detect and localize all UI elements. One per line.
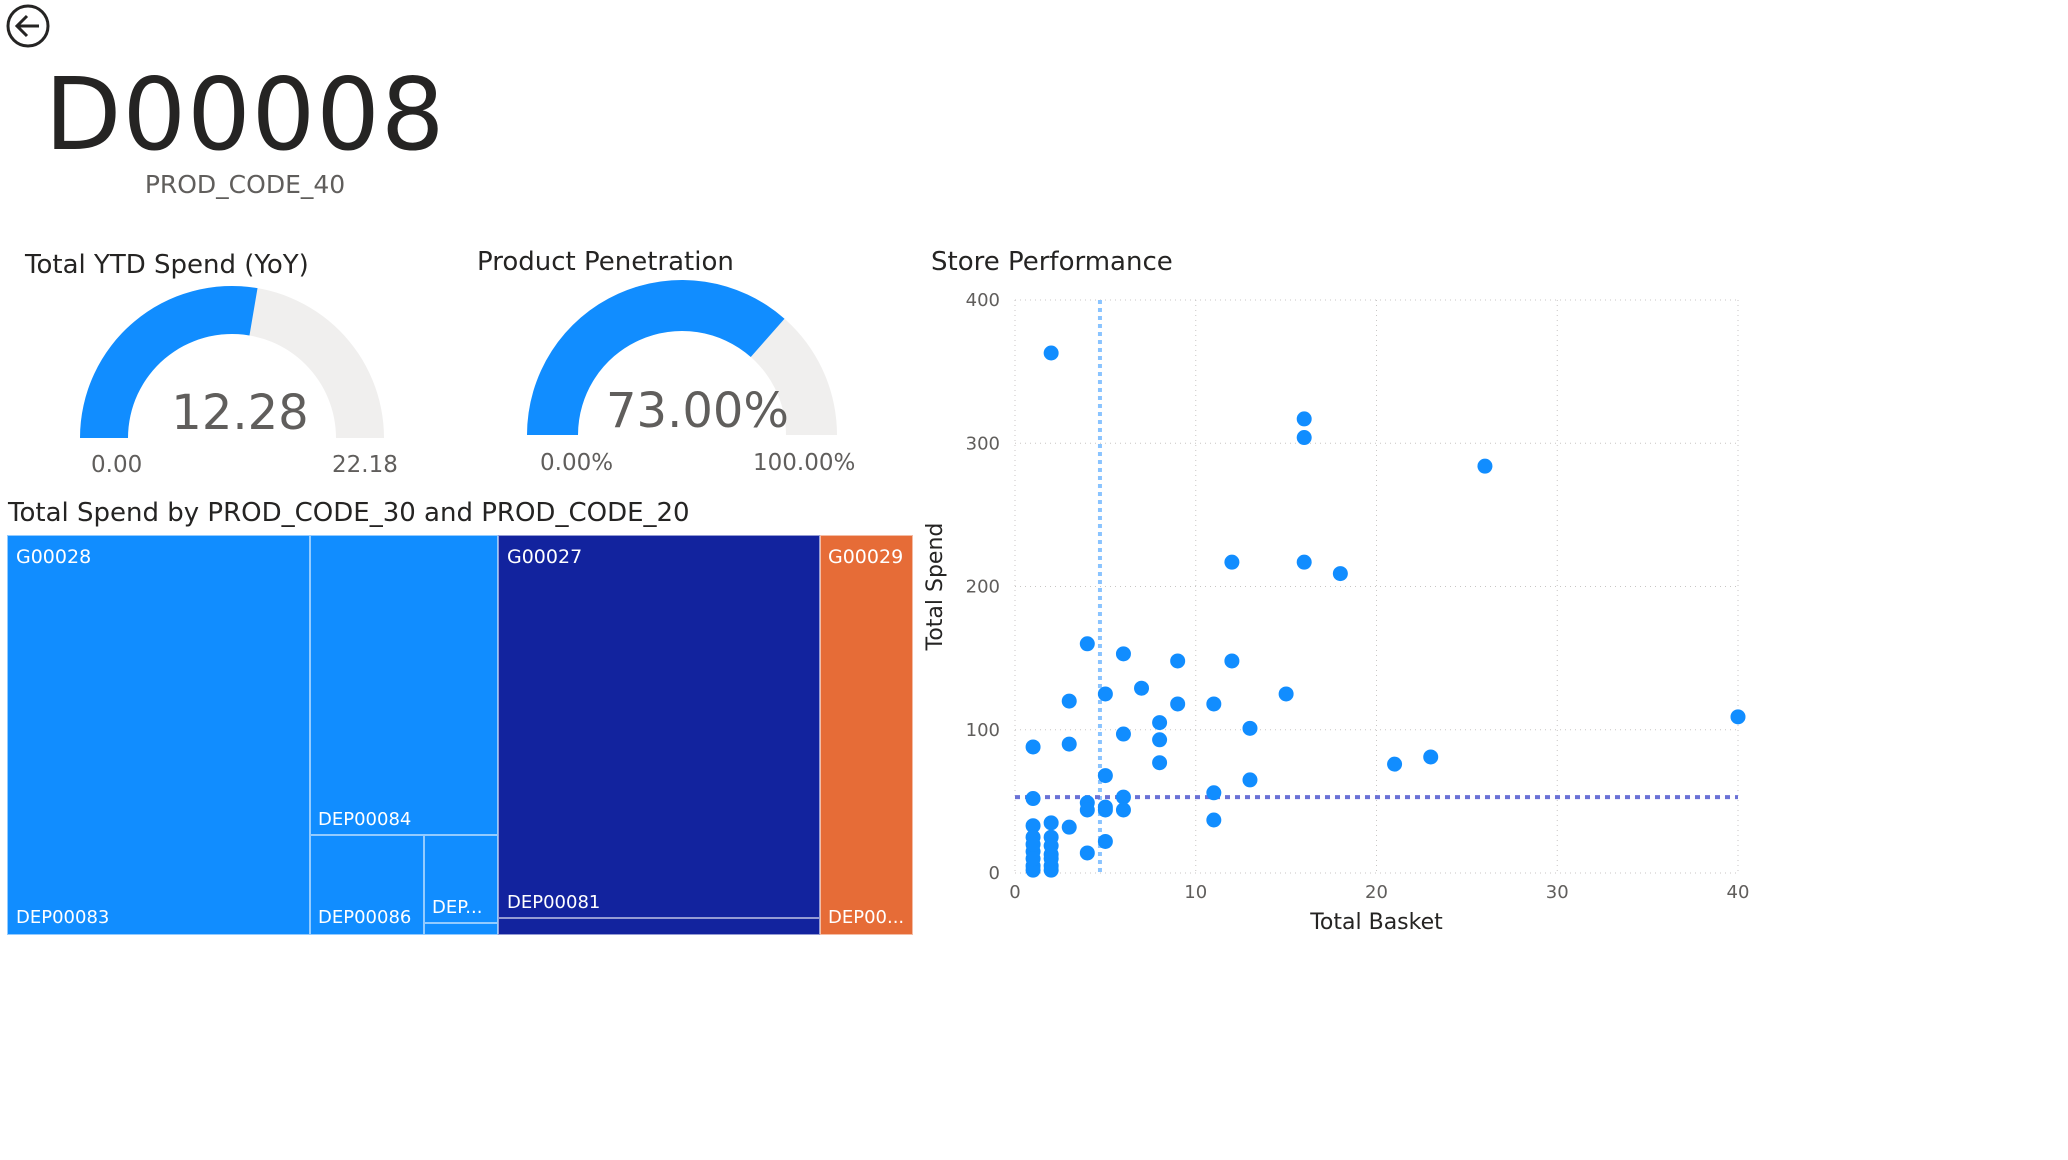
scatter-point[interactable] (1043, 862, 1059, 878)
scatter-point[interactable] (1061, 736, 1077, 752)
scatter-point[interactable] (1115, 726, 1131, 742)
scatter-point[interactable] (1043, 851, 1059, 867)
penetration-gauge-max: 100.00% (753, 450, 856, 476)
scatter-point[interactable] (1079, 636, 1095, 652)
card-subtitle: PROD_CODE_40 (144, 170, 346, 199)
scatter-point[interactable] (1115, 802, 1131, 818)
scatter-point[interactable] (1043, 345, 1059, 361)
scatter-point[interactable] (1242, 772, 1258, 788)
store-performance-scatter[interactable]: 0 100 200 300 400 0 10 20 30 40 Total Basket Tota… (920, 280, 1760, 960)
scatter-point[interactable] (1025, 739, 1041, 755)
scatter-point[interactable] (1152, 755, 1168, 771)
treemap-cell-dep00083[interactable]: G00028 DEP00083 (7, 535, 310, 935)
scatter-point[interactable] (1025, 851, 1041, 867)
scatter-point[interactable] (1477, 458, 1493, 474)
treemap-cell-dep00084[interactable]: DEP00084 (310, 535, 498, 835)
x-tick-label: 20 (1365, 882, 1388, 903)
scatter-title: Store Performance (931, 247, 1173, 277)
scatter-point[interactable] (1206, 812, 1222, 828)
scatter-point[interactable] (1206, 785, 1222, 801)
treemap-cell-g00027-small[interactable] (498, 918, 820, 935)
back-arrow-icon (6, 4, 50, 48)
treemap-cell-label: DEP00083 (16, 907, 110, 928)
y-tick-label: 200 (966, 577, 1000, 598)
scatter-point[interactable] (1242, 720, 1258, 736)
card-value-title: D00008 (44, 56, 446, 173)
treemap-cell-g00029[interactable]: G00029 DEP00... (820, 535, 913, 935)
scatter-point[interactable] (1387, 756, 1403, 772)
x-tick-label: 40 (1727, 882, 1750, 903)
scatter-point[interactable] (1061, 819, 1077, 835)
treemap-cell-label: DEP00081 (507, 892, 601, 913)
scatter-point[interactable] (1097, 799, 1113, 815)
ytd-gauge-title: Total YTD Spend (YoY) (25, 250, 309, 280)
scatter-point[interactable] (1224, 653, 1240, 669)
scatter-point[interactable] (1134, 680, 1150, 696)
penetration-gauge-title: Product Penetration (477, 247, 734, 277)
y-tick-label: 300 (966, 433, 1000, 454)
penetration-gauge-value: 73.00% (605, 383, 790, 439)
scatter-point[interactable] (1025, 791, 1041, 807)
penetration-gauge-min: 0.00% (540, 450, 614, 476)
scatter-point[interactable] (1025, 836, 1041, 852)
scatter-point[interactable] (1079, 802, 1095, 818)
scatter-point[interactable] (1730, 709, 1746, 725)
y-axis-title: Total Spend (923, 523, 948, 652)
scatter-point[interactable] (1170, 653, 1186, 669)
scatter-point[interactable] (1025, 862, 1041, 878)
treemap-group-label-g00028: G00028 (16, 546, 92, 568)
treemap-cell-dep00081[interactable]: G00027 DEP00081 (498, 535, 820, 918)
x-tick-label: 0 (1009, 882, 1020, 903)
treemap-cell-label: DEP00084 (318, 809, 412, 830)
scatter-point[interactable] (1296, 430, 1312, 446)
penetration-gauge-arc (527, 280, 837, 435)
ytd-spend-gauge[interactable]: Total YTD Spend (YoY) 12.28 0.00 22.18 (20, 245, 420, 485)
y-tick-label: 100 (966, 720, 1000, 741)
y-tick-label: 400 (966, 290, 1000, 311)
ytd-gauge-max: 22.18 (332, 452, 398, 478)
scatter-point[interactable] (1296, 411, 1312, 427)
scatter-point[interactable] (1152, 732, 1168, 748)
scatter-point[interactable] (1115, 646, 1131, 662)
x-tick-label: 10 (1184, 882, 1207, 903)
treemap-cell-dep-tiny[interactable] (424, 923, 498, 935)
y-tick-label: 0 (989, 863, 1000, 884)
x-tick-label: 30 (1546, 882, 1569, 903)
ytd-gauge-min: 0.00 (91, 452, 143, 478)
treemap-group-label-g00029: G00029 (828, 546, 904, 568)
scatter-point[interactable] (1025, 818, 1041, 834)
scatter-point[interactable] (1115, 789, 1131, 805)
scatter-point[interactable] (1170, 696, 1186, 712)
scatter-point[interactable] (1097, 686, 1113, 702)
scatter-point[interactable] (1079, 845, 1095, 861)
treemap[interactable]: G00028 DEP00083 DEP00084 DEP00086 DEP...… (7, 535, 913, 935)
scatter-point[interactable] (1332, 566, 1348, 582)
scatter-point[interactable] (1423, 749, 1439, 765)
treemap-cell-dep00086[interactable]: DEP00086 (310, 835, 424, 935)
treemap-cell-dep-small[interactable]: DEP... (424, 835, 498, 923)
back-button[interactable] (5, 3, 51, 49)
treemap-cell-label: DEP00086 (318, 907, 412, 928)
scatter-point[interactable] (1043, 815, 1059, 831)
scatter-point[interactable] (1224, 554, 1240, 570)
treemap-group-label-g00027: G00027 (507, 546, 583, 568)
x-axis-title: Total Basket (1309, 910, 1443, 935)
product-penetration-gauge[interactable]: Product Penetration 73.00% 0.00% 100.00% (470, 245, 890, 485)
scatter-point[interactable] (1152, 715, 1168, 731)
treemap-cell-label: DEP... (432, 897, 483, 918)
treemap-title: Total Spend by PROD_CODE_30 and PROD_COD… (8, 498, 690, 528)
scatter-point[interactable] (1206, 696, 1222, 712)
treemap-cell-label: DEP00... (828, 907, 905, 928)
scatter-point[interactable] (1043, 838, 1059, 854)
scatter-point[interactable] (1097, 833, 1113, 849)
ytd-gauge-value: 12.28 (171, 385, 309, 441)
scatter-point[interactable] (1278, 686, 1294, 702)
scatter-point[interactable] (1061, 693, 1077, 709)
scatter-point[interactable] (1296, 554, 1312, 570)
ytd-gauge-arc (80, 285, 384, 438)
scatter-point[interactable] (1097, 768, 1113, 784)
